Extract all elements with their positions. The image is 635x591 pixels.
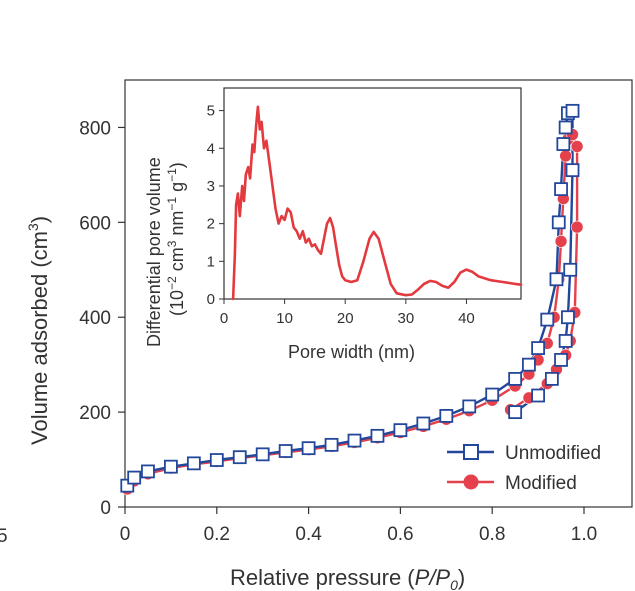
data-point-unmodified [508,405,523,420]
data-point-unmodified [416,416,431,431]
data-point-unmodified [531,341,545,355]
inset-series-line [231,105,523,301]
inset-y-tick-label: 3 [207,178,215,195]
inset-x-tick-label: 30 [397,310,414,327]
inset-y-tick-label: 1 [207,253,215,270]
x-tick-label: 0.6 [387,524,413,545]
data-point-unmodified [565,163,580,178]
inset-plot-frame [223,87,522,300]
data-point-unmodified [561,310,575,325]
x-tick-label: 1.0 [571,524,597,545]
data-point-unmodified [462,399,477,414]
data-point-unmodified [554,353,568,367]
data-point-unmodified [522,357,536,372]
main-y-axis-label: Volume adsorbed (cm3) [25,216,52,445]
data-point-unmodified [485,387,500,402]
data-point-unmodified [540,312,555,327]
data-point-unmodified [163,459,178,474]
data-point-unmodified [370,428,385,443]
data-point-unmodified [508,371,523,386]
inset-y-axis-label-line1: Differential pore volume [144,157,164,347]
data-point-unmodified [324,437,339,452]
data-point-unmodified [209,453,224,467]
x-tick-label: 0.4 [295,524,322,545]
inset-x-tick-label: 20 [337,310,354,327]
data-point-unmodified [556,137,571,151]
data-point-unmodified [563,262,578,277]
data-point-modified [570,140,584,153]
data-point-modified [554,235,568,248]
data-point-unmodified [393,423,408,438]
y-tick-label: 200 [79,403,111,424]
inset-y-tick-label: 4 [207,140,215,157]
inset-x-tick-label: 40 [458,310,475,327]
edge-tick-label: 5 [0,526,8,547]
inset-y-tick-label: 2 [207,216,215,233]
y-tick-label: 400 [79,308,111,329]
y-tick-label: 0 [100,498,111,519]
data-point-unmodified [554,182,568,197]
data-point-unmodified [141,464,155,479]
data-point-unmodified [127,470,142,485]
x-tick-label: 0 [120,524,131,545]
data-point-unmodified [558,334,573,348]
data-point-unmodified [558,120,573,135]
data-point-unmodified [347,433,362,448]
data-point-unmodified [301,441,316,456]
inset-y-axis-label-line2: (10−2 cm3 nm−1 g−1) [165,162,187,316]
data-point-unmodified [255,447,270,462]
data-point-unmodified [551,215,566,230]
data-point-unmodified [549,272,564,287]
main-plot-frame [124,79,633,508]
inset-y-tick-label: 0 [207,291,215,308]
legend-marker-unmodified [463,444,479,460]
inset-x-tick-label: 0 [220,310,228,327]
data-point-modified [559,149,572,163]
legend-label-modified: Modified [505,473,577,494]
data-point-unmodified [186,456,201,471]
data-point-unmodified [232,450,247,465]
inset-x-axis-label: Pore width (nm) [288,342,415,362]
data-point-unmodified [565,103,580,118]
legend-marker-modified [463,474,479,490]
x-tick-label: 0.8 [479,524,505,545]
legend-label-unmodified: Unmodified [505,443,601,464]
y-tick-label: 800 [79,118,111,139]
data-point-unmodified [531,388,545,403]
inset-y-tick-label: 5 [207,103,215,120]
data-point-modified [570,220,584,234]
y-tick-label: 600 [79,213,111,234]
data-point-unmodified [544,371,559,386]
x-tick-label: 0.2 [204,524,230,545]
inset-x-tick-label: 10 [276,310,293,327]
data-point-unmodified [439,409,454,423]
data-point-unmodified [278,444,293,458]
main-x-axis-label: Relative pressure (P/P0) [230,565,465,591]
